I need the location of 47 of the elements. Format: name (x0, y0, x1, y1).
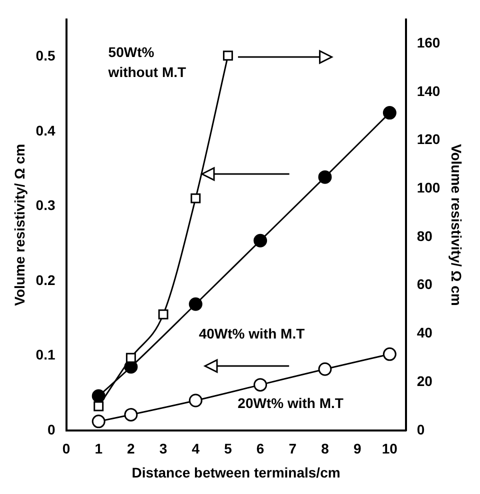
series-label: 40Wt% with M.T (198, 326, 306, 342)
point (188, 394, 202, 408)
series-label: 20Wt% with M.T (238, 395, 344, 412)
point (124, 408, 138, 422)
x-tick-label: 0 (62, 440, 70, 457)
y2-tick-label: 40 (416, 324, 433, 341)
x-tick-label: 2 (127, 440, 136, 457)
y2-tick-label: 80 (416, 228, 433, 244)
x-axis-title: Distance between terminals/cm (132, 464, 340, 480)
y2-tick-label: 100 (416, 179, 440, 196)
y-tick-label: 0.4 (36, 122, 56, 138)
y-tick-label: 0.2 (36, 272, 56, 288)
y2-tick-label: 140 (416, 82, 440, 99)
y2-tick-label: 120 (416, 131, 440, 148)
y2-axis-title: Volume resistivity/ Ω cm (448, 144, 465, 306)
point (158, 309, 168, 320)
y-tick-label: 0 (47, 421, 56, 438)
x-tick-label: 10 (382, 440, 398, 457)
point (254, 378, 268, 392)
x-tick-label: 4 (192, 440, 200, 457)
y2-tick-label: 0 (416, 421, 425, 438)
point (382, 106, 396, 120)
y-tick-label: 0.5 (36, 48, 56, 64)
y2-tick-label: 60 (416, 276, 433, 292)
x-tick-label: 8 (321, 440, 330, 457)
x-tick-label: 5 (224, 440, 232, 457)
y-tick-label: 0.3 (36, 197, 56, 214)
point (382, 347, 396, 361)
y2-tick-label: 160 (416, 34, 440, 50)
y-axis-title: Volume resistivity/ Ω cm (11, 144, 28, 306)
y2-tick-label: 20 (416, 372, 433, 389)
x-tick-label: 3 (159, 440, 168, 457)
x-tick-label: 7 (288, 440, 297, 457)
point (190, 193, 201, 204)
point (94, 401, 104, 412)
point (254, 234, 268, 248)
text: 50Wt% without M.T (107, 44, 187, 80)
x-tick-label: 9 (353, 440, 362, 457)
y-tick-label: 0.1 (36, 346, 56, 363)
point (126, 352, 136, 363)
point (318, 362, 332, 376)
point (222, 50, 233, 61)
point (92, 414, 106, 428)
point (318, 170, 332, 184)
x-tick-label: 6 (256, 440, 264, 457)
point (188, 297, 202, 311)
x-tick-label: 1 (94, 440, 103, 457)
